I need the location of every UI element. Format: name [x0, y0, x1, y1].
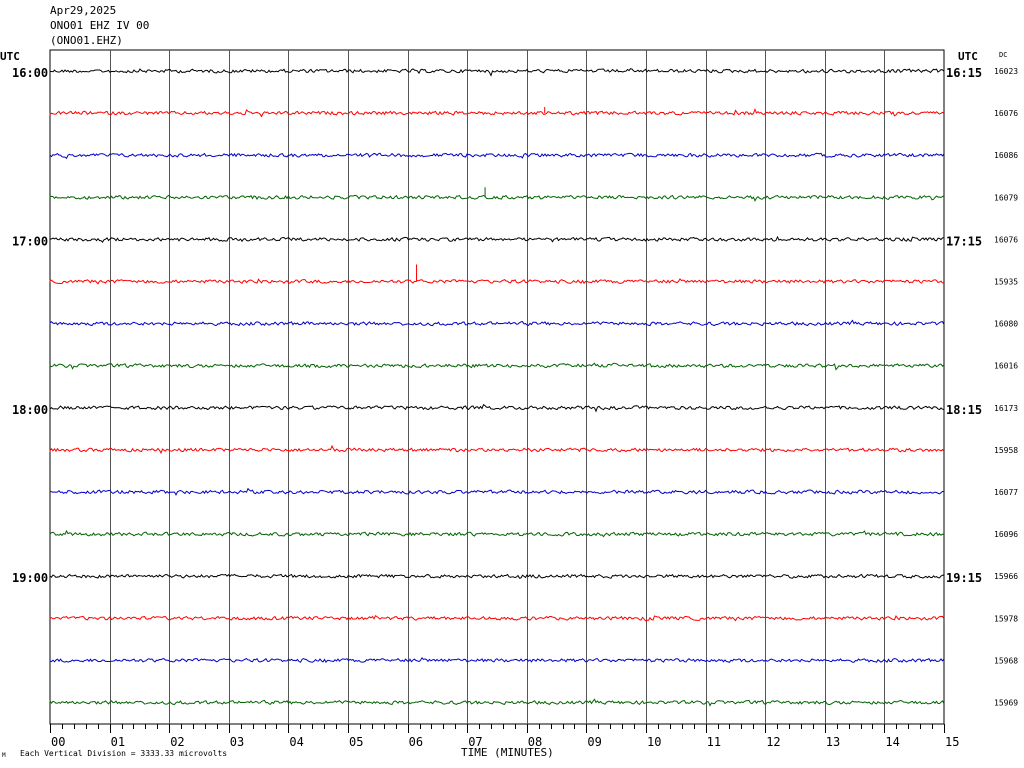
- x-axis-label: TIME (MINUTES): [461, 746, 554, 759]
- x-tick-label: 03: [230, 735, 244, 749]
- seismic-trace: [49, 152, 945, 160]
- x-tick-label: 11: [707, 735, 721, 749]
- left-hour-label: 19:00: [12, 571, 48, 585]
- trace-dc-value: 15968: [994, 656, 1018, 665]
- seismic-trace: [49, 444, 945, 455]
- left-utc-label: UTC: [0, 50, 20, 63]
- x-tick-label: 14: [885, 735, 899, 749]
- trace-dc-value: 16096: [994, 530, 1018, 539]
- seismic-trace: [49, 529, 945, 538]
- trace-dc-value: 16016: [994, 362, 1018, 371]
- x-tick-label: 08: [528, 735, 542, 749]
- right-hour-label: 18:15: [946, 403, 982, 417]
- seismic-trace: [49, 235, 945, 243]
- x-tick-label: 06: [409, 735, 423, 749]
- x-tick-label: 13: [826, 735, 840, 749]
- left-hour-label: 17:00: [12, 234, 48, 248]
- x-tick-label: 12: [766, 735, 780, 749]
- x-tick-label: 00: [51, 735, 65, 749]
- trace-dc-value: 15935: [994, 278, 1018, 287]
- corner-mark: M: [2, 752, 6, 759]
- right-hour-label: 19:15: [946, 571, 982, 585]
- plot-frame: [49, 49, 945, 725]
- x-tick-label: 01: [111, 735, 125, 749]
- seismic-trace: [49, 319, 945, 327]
- date-label: Apr29,2025: [50, 4, 117, 17]
- left-hour-label: 16:00: [12, 66, 48, 80]
- left-hour-label: 18:00: [12, 403, 48, 417]
- x-tick-label: 04: [289, 735, 303, 749]
- x-tick-label: 09: [587, 735, 601, 749]
- seismic-trace: [49, 487, 945, 496]
- trace-dc-value: 16080: [994, 320, 1018, 329]
- seismic-trace: [49, 278, 945, 285]
- trace-dc-value: 16076: [994, 235, 1018, 244]
- trace-dc-value: 15978: [994, 614, 1018, 623]
- right-utc-label: UTC: [958, 50, 978, 63]
- x-tick-label: 07: [468, 735, 482, 749]
- x-tick-label: 15: [945, 735, 959, 749]
- trace-dc-value: 15966: [994, 572, 1018, 581]
- x-tick-label: 10: [647, 735, 661, 749]
- x-tick-label: 02: [170, 735, 184, 749]
- trace-dc-value: 15958: [994, 446, 1018, 455]
- trace-dc-value: 16086: [994, 151, 1018, 160]
- trace-dc-value: 16076: [994, 109, 1018, 118]
- vertical-division-note: Each Vertical Division = 3333.33 microvo…: [20, 749, 228, 758]
- seismic-trace: [49, 657, 945, 663]
- seismic-trace: [49, 403, 945, 413]
- trace-dc-value: 15969: [994, 699, 1018, 708]
- channel-label: (ONO01.EHZ): [50, 34, 123, 47]
- x-tick-label: 05: [349, 735, 363, 749]
- seismic-trace: [49, 108, 945, 118]
- seismic-trace: [49, 698, 945, 707]
- seismic-trace: [49, 362, 945, 371]
- station-label: ONO01 EHZ IV 00: [50, 19, 150, 32]
- trace-dc-value: 16173: [994, 404, 1018, 413]
- seismic-trace: [49, 68, 945, 77]
- trace-dc-value: 16079: [994, 193, 1018, 202]
- seismic-trace: [49, 615, 945, 622]
- trace-dc-value: 16023: [994, 67, 1018, 76]
- seismic-trace: [49, 573, 945, 579]
- dc-label: DC: [999, 51, 1007, 59]
- right-hour-label: 16:15: [946, 66, 982, 80]
- seismic-trace: [49, 194, 945, 202]
- right-hour-label: 17:15: [946, 234, 982, 248]
- trace-dc-value: 16077: [994, 488, 1018, 497]
